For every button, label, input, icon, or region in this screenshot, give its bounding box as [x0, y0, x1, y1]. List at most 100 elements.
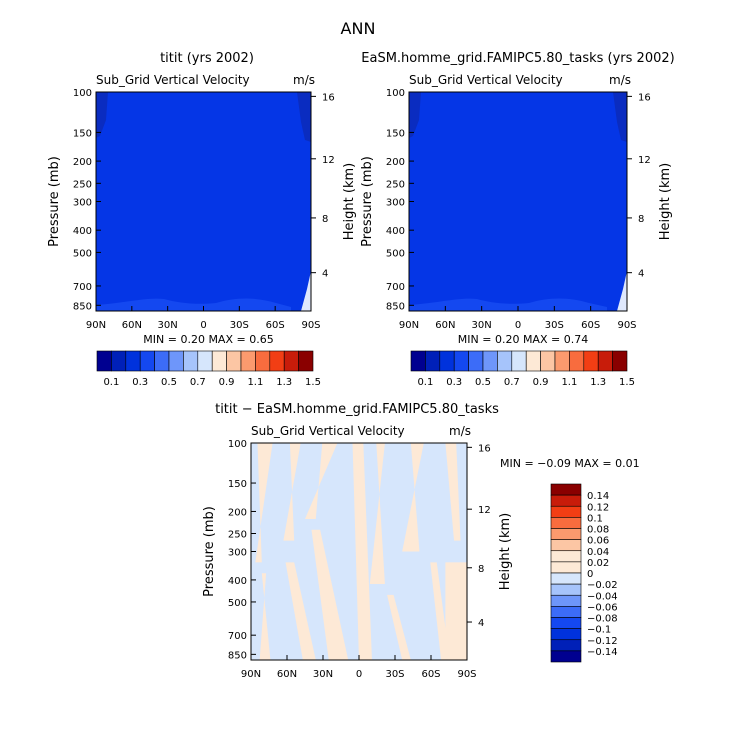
field-fill — [617, 271, 627, 311]
y-tick-label: 300 — [73, 198, 92, 209]
y-tick-label: 300 — [386, 198, 405, 209]
colorbar-swatch — [468, 350, 484, 372]
x-tick-label: 90S — [457, 669, 476, 680]
y-right-tick-label: 4 — [322, 269, 328, 280]
colorbar-label: −0.04 — [587, 591, 618, 602]
y-tick-label: 100 — [228, 439, 247, 450]
colorbar-label: 0.9 — [219, 377, 235, 388]
colorbar-label: 1.5 — [619, 377, 635, 388]
colorbar-label: 0.12 — [587, 502, 609, 513]
field-fill — [430, 562, 450, 660]
colorbar-label: −0.12 — [587, 636, 618, 647]
colorbar-swatch — [550, 561, 582, 574]
colorbar-label: 0.5 — [161, 377, 177, 388]
chart-units: m/s — [609, 73, 631, 87]
colorbar-swatch — [298, 350, 314, 372]
colorbar-label: 0.3 — [446, 377, 462, 388]
colorbar-swatch — [283, 350, 299, 372]
x-tick-label: 30N — [158, 320, 178, 331]
field-fill — [301, 271, 311, 311]
y-tick-label: 250 — [228, 529, 247, 540]
colorbar-label: 0.14 — [587, 491, 609, 502]
colorbar-swatch — [550, 594, 582, 607]
colorbar-swatch — [482, 350, 498, 372]
colorbar-swatch — [554, 350, 570, 372]
x-tick-label: 90N — [399, 320, 419, 331]
y-right-tick-label: 12 — [478, 505, 491, 516]
x-tick-label: 90N — [86, 320, 106, 331]
y-right-tick-label: 8 — [638, 214, 644, 225]
colorbar-swatch — [550, 628, 582, 641]
y-axis-label: Pressure (mb) — [47, 156, 62, 247]
x-tick-label: 60S — [421, 669, 440, 680]
colorbar-swatch — [439, 350, 455, 372]
colorbar-label: 0.04 — [587, 547, 609, 558]
colorbar-swatch — [168, 350, 184, 372]
field-fill — [409, 298, 607, 311]
chart-units: m/s — [293, 73, 315, 87]
y-right-tick-label: 8 — [478, 564, 484, 575]
colorbar-swatch — [425, 350, 441, 372]
field-fill — [369, 443, 385, 585]
y-tick-label: 700 — [73, 282, 92, 293]
field-fill — [409, 92, 627, 311]
colorbar-swatch — [497, 350, 513, 372]
x-tick-label: 60N — [277, 669, 297, 680]
field-fill — [311, 529, 349, 660]
field-fill — [613, 92, 627, 142]
y-tick-label: 500 — [73, 248, 92, 259]
x-tick-label: 0 — [200, 320, 206, 331]
x-tick-label: 60S — [581, 320, 600, 331]
colorbar-swatch — [269, 350, 285, 372]
y-tick-label: 500 — [228, 598, 247, 609]
y-right-tick-label: 16 — [638, 92, 651, 103]
field-fill — [285, 562, 316, 660]
y-tick-label: 500 — [386, 248, 405, 259]
y-right-tick-label: 16 — [322, 92, 335, 103]
min-max-stats: MIN = 0.20 MAX = 0.74 — [458, 333, 588, 346]
x-tick-label: 90S — [301, 320, 320, 331]
field-fill — [259, 573, 271, 660]
colorbar-label: 0.3 — [132, 377, 148, 388]
y-tick-label: 400 — [73, 226, 92, 237]
x-tick-label: 90S — [617, 320, 636, 331]
y-right-axis-label: Height (km) — [498, 513, 513, 590]
y-tick-label: 300 — [228, 548, 247, 559]
y-tick-label: 250 — [386, 179, 405, 190]
colorbar-swatch — [569, 350, 585, 372]
colorbar-label: 0.1 — [103, 377, 119, 388]
colorbar-swatch — [583, 350, 599, 372]
field-fill — [352, 443, 372, 660]
colorbar-label: 1.3 — [276, 377, 292, 388]
y-right-tick-label: 8 — [322, 214, 328, 225]
field-fill — [96, 92, 108, 138]
x-tick-label: 30S — [545, 320, 564, 331]
field-fill — [297, 92, 311, 142]
colorbar-swatch — [550, 539, 582, 552]
colorbar-swatch — [550, 606, 582, 618]
x-tick-label: 30N — [313, 669, 333, 680]
colorbar-swatch — [550, 494, 582, 507]
colorbar-swatch — [226, 350, 242, 372]
colorbar-label: 0.1 — [417, 377, 433, 388]
colorbar-swatch — [550, 505, 582, 518]
colorbar-swatch — [550, 550, 582, 563]
colorbar-swatch — [550, 639, 582, 652]
y-right-tick-label: 12 — [322, 155, 335, 166]
colorbar-swatch — [550, 483, 582, 496]
colorbar-swatch — [139, 350, 155, 372]
page-title: ANN — [341, 19, 376, 38]
chart-title: EaSM.homme_grid.FAMIPC5.80_tasks (yrs 20… — [361, 51, 674, 66]
colorbar-swatch — [550, 528, 582, 540]
colorbar-label: 0.06 — [587, 536, 609, 547]
y-tick-label: 200 — [228, 507, 247, 518]
colorbar-label: 0.5 — [475, 377, 491, 388]
y-axis-label: Pressure (mb) — [360, 156, 375, 247]
colorbar-swatch — [211, 350, 227, 372]
field-fill — [409, 92, 421, 138]
colorbar-label: 1.1 — [561, 377, 577, 388]
field-fill — [387, 594, 411, 660]
colorbar-label: 1.5 — [305, 377, 321, 388]
y-tick-label: 400 — [228, 576, 247, 587]
